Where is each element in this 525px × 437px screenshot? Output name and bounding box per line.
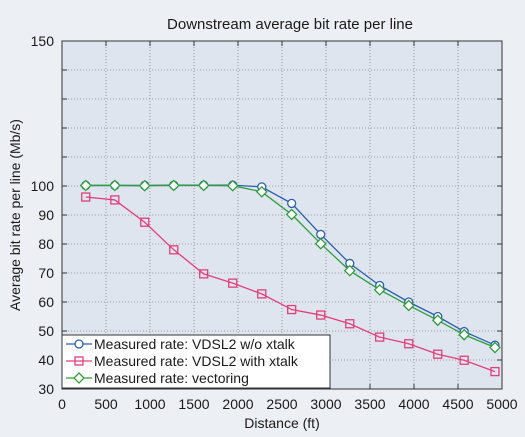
- data-point: [345, 319, 355, 329]
- data-point: [257, 289, 267, 299]
- y-tick-label: 60: [38, 294, 54, 310]
- data-point: [79, 179, 92, 192]
- y-tick-label: 90: [38, 207, 54, 223]
- data-point: [373, 283, 386, 296]
- series-diamond: [79, 179, 501, 354]
- data-point: [490, 366, 500, 377]
- legend-swatch-marker: [74, 339, 84, 349]
- data-point: [226, 179, 239, 192]
- data-point: [314, 237, 327, 250]
- legend-label: Measured rate: vectoring: [94, 370, 249, 386]
- y-tick-label: 40: [38, 352, 54, 368]
- data-point: [404, 339, 414, 349]
- data-point: [431, 314, 444, 327]
- series-layer: [79, 179, 501, 377]
- data-point: [197, 179, 210, 192]
- data-point: [343, 264, 356, 277]
- grid-lines: [62, 41, 502, 389]
- x-tick-label: 2500: [266, 396, 297, 412]
- data-point: [169, 245, 179, 255]
- y-tick-label: 50: [38, 323, 54, 339]
- x-tick-label: 1500: [178, 396, 209, 412]
- data-point: [81, 192, 91, 202]
- x-tick-label: 1000: [134, 396, 165, 412]
- data-point: [375, 332, 385, 342]
- data-point: [228, 278, 238, 288]
- legend-swatch-marker: [73, 372, 85, 384]
- series-square: [81, 192, 500, 377]
- data-point: [489, 341, 501, 354]
- data-point: [108, 179, 121, 192]
- data-point: [316, 310, 326, 320]
- data-point: [459, 355, 469, 365]
- chart-title: Downstream average bit rate per line: [167, 16, 413, 33]
- data-point: [199, 269, 209, 279]
- data-point: [110, 195, 120, 205]
- data-point: [287, 304, 297, 315]
- data-point: [287, 198, 297, 209]
- axes: 0 500 1000 1500 2000 2500 3000 3500 4000 4500 5000…: [31, 33, 518, 412]
- data-point: [433, 349, 443, 359]
- x-tick-label: 3000: [310, 396, 341, 412]
- x-tick-label: 500: [94, 396, 118, 412]
- x-tick-label: 2000: [222, 396, 253, 412]
- legend-label: Measured rate: VDSL2 w/o xtalk: [94, 336, 296, 352]
- data-point: [140, 217, 150, 227]
- x-tick-label: 0: [58, 396, 66, 412]
- y-tick-label: 150: [31, 33, 55, 49]
- x-tick-label: 5000: [486, 396, 517, 412]
- data-point: [316, 229, 326, 240]
- data-point: [255, 185, 268, 198]
- legend-swatch-marker: [74, 356, 84, 366]
- data-point: [138, 179, 151, 192]
- legend-box: [61, 334, 331, 389]
- legend-label: Measured rate: VDSL2 with xtalk: [94, 353, 299, 369]
- x-axis-label: Distance (ft): [244, 415, 319, 431]
- series-line: [85, 196, 496, 373]
- data-point: [402, 299, 415, 312]
- x-tick-label: 4500: [442, 396, 473, 412]
- x-tick-label: 4000: [398, 396, 429, 412]
- data-point: [167, 179, 180, 192]
- y-tick-label: 100: [31, 178, 55, 194]
- data-point: [285, 208, 298, 221]
- y-tick-label: 70: [38, 265, 54, 281]
- y-tick-label: 80: [38, 236, 54, 252]
- data-point: [458, 328, 471, 341]
- y-tick-label: 30: [38, 381, 54, 397]
- x-tick-label: 3500: [354, 396, 385, 412]
- y-axis-label: Average bit rate per line (Mb/s): [7, 119, 23, 311]
